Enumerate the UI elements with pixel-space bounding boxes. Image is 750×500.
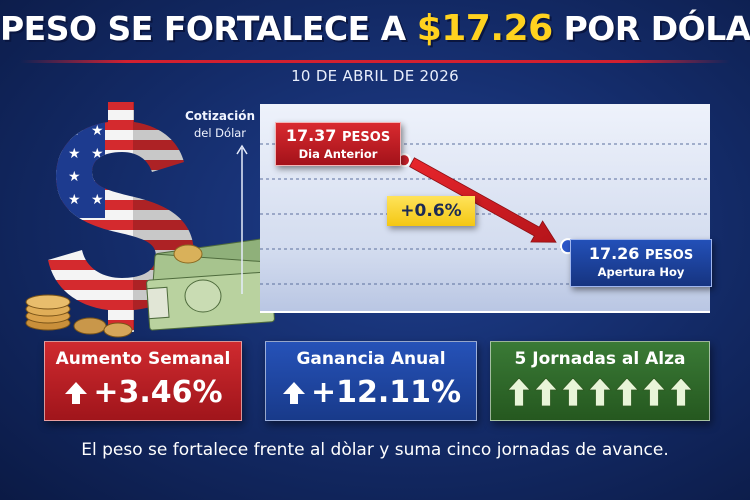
up-arrow-icon bbox=[588, 377, 612, 407]
headline-rule bbox=[20, 60, 730, 63]
card-five-sessions: 5 Jornadas al Alza bbox=[490, 341, 710, 421]
svg-text:★: ★ bbox=[68, 169, 81, 185]
prev-value: 17.37 bbox=[285, 126, 337, 145]
up-arrow-icon bbox=[561, 377, 585, 407]
card-weekly-label: Aumento Semanal bbox=[55, 349, 231, 369]
svg-text:★: ★ bbox=[91, 146, 104, 162]
card-sessions-arrows bbox=[491, 377, 709, 407]
card-weekly-value-row: +3.46% bbox=[45, 375, 241, 410]
prev-label: Dia Anterior bbox=[298, 147, 378, 161]
svg-text:★: ★ bbox=[43, 146, 56, 162]
callout-previous-day: 17.37 PESOS Dia Anterior bbox=[275, 122, 401, 166]
up-arrow-icon bbox=[65, 381, 88, 404]
card-sessions-label: 5 Jornadas al Alza bbox=[514, 349, 686, 369]
svg-text:★: ★ bbox=[91, 169, 104, 185]
card-annual-label: Ganancia Anual bbox=[296, 349, 446, 369]
card-weekly-increase: Aumento Semanal +3.46% bbox=[44, 341, 242, 421]
footer-caption: El peso se fortalece frente al dòlar y s… bbox=[81, 440, 669, 460]
date-label: 10 DE ABRIL DE 2026 bbox=[291, 67, 459, 85]
card-annual-value: +12.11% bbox=[310, 375, 462, 410]
headline-part1: PESO SE FORTALECE A bbox=[0, 9, 417, 48]
headline: PESO SE FORTALECE A $17.26 POR DÓLAR bbox=[0, 8, 750, 49]
y-axis-label-line1: Cotización bbox=[185, 109, 255, 123]
card-annual-gain: Ganancia Anual +12.11% bbox=[265, 341, 477, 421]
card-weekly-value: +3.46% bbox=[93, 375, 223, 410]
up-arrow-icon bbox=[534, 377, 558, 407]
change-percent-badge: +0.6% bbox=[387, 196, 475, 226]
coin-stack-icon bbox=[25, 244, 203, 338]
up-arrow-icon bbox=[642, 377, 666, 407]
y-axis-label: Cotización del Dólar bbox=[170, 108, 270, 142]
svg-text:★: ★ bbox=[43, 123, 56, 139]
up-arrow-icon bbox=[669, 377, 693, 407]
svg-text:★: ★ bbox=[43, 169, 56, 185]
card-annual-value-row: +12.11% bbox=[266, 375, 476, 410]
headline-highlight-price: $17.26 bbox=[416, 8, 553, 49]
svg-text:★: ★ bbox=[68, 123, 81, 139]
svg-text:★: ★ bbox=[91, 123, 104, 139]
svg-text:★: ★ bbox=[91, 192, 104, 208]
y-axis-arrow-icon bbox=[236, 144, 248, 155]
now-value: 17.26 bbox=[588, 244, 640, 263]
now-unit: PESOS bbox=[645, 248, 694, 263]
svg-text:★: ★ bbox=[68, 146, 81, 162]
y-axis-label-line2: del Dólar bbox=[193, 126, 247, 140]
prev-unit: PESOS bbox=[342, 130, 391, 145]
headline-part2: POR DÓLAR bbox=[563, 9, 750, 48]
callout-opening-today: 17.26 PESOS Apertura Hoy bbox=[570, 239, 712, 287]
now-label: Apertura Hoy bbox=[597, 265, 685, 279]
svg-text:★: ★ bbox=[43, 192, 56, 208]
up-arrow-icon bbox=[507, 377, 531, 407]
trend-arrow bbox=[409, 157, 557, 243]
up-arrow-icon bbox=[615, 377, 639, 407]
up-arrow-icon bbox=[282, 381, 305, 404]
svg-text:★: ★ bbox=[68, 192, 81, 208]
